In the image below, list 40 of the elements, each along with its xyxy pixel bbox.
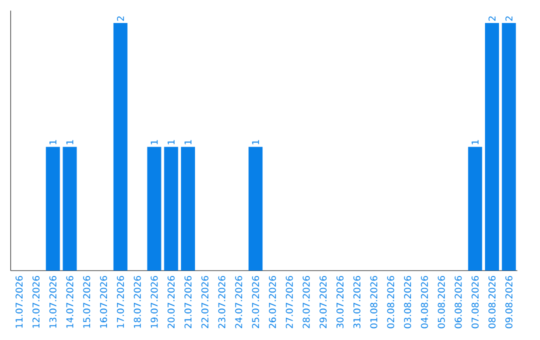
x-tick-label: 07.08.2026: [472, 276, 479, 328]
data-label: 1: [184, 140, 192, 144]
x-tick-label: 22.07.2026: [201, 276, 208, 328]
data-label: 2: [488, 16, 496, 21]
x-tick-label: 21.07.2026: [184, 276, 192, 328]
x-tick-label: 13.07.2026: [49, 276, 56, 328]
data-label: 1: [252, 140, 259, 144]
x-tick-label: 12.07.2026: [32, 276, 40, 328]
data-label: 1: [49, 140, 56, 144]
data-label: 2: [505, 16, 512, 21]
x-tick-label: 24.07.2026: [235, 276, 242, 328]
x-tick-label: 29.07.2026: [320, 276, 327, 328]
x-tick-label: 26.07.2026: [268, 276, 276, 328]
x-tick-label: 14.07.2026: [66, 276, 74, 328]
x-tick-label: 28.07.2026: [302, 276, 310, 328]
data-label: 1: [472, 140, 479, 144]
x-tick-label: 31.07.2026: [353, 276, 360, 328]
x-tick-label: 01.08.2026: [370, 276, 378, 328]
data-label: 2: [116, 16, 124, 21]
x-tick-label: 06.08.2026: [454, 276, 462, 328]
x-tick-label: 18.07.2026: [134, 276, 141, 328]
x-tick-label: 08.08.2026: [488, 276, 496, 328]
data-label: 1: [66, 140, 74, 144]
x-tick-label: 20.07.2026: [168, 276, 175, 328]
x-tick-label: 05.08.2026: [438, 276, 445, 328]
x-tick-label: 23.07.2026: [218, 276, 226, 328]
data-label: 1: [150, 140, 158, 144]
x-tick-label: 25.07.2026: [252, 276, 260, 328]
x-tick-label: 17.07.2026: [116, 276, 124, 328]
x-tick-label: 16.07.2026: [100, 276, 108, 328]
x-tick-label: 03.08.2026: [404, 276, 412, 328]
x-tick-label: 09.08.2026: [505, 276, 512, 328]
x-tick-label: 11.07.2026: [16, 276, 23, 328]
x-tick-label: 04.08.2026: [420, 276, 428, 328]
data-label: 1: [168, 140, 175, 144]
x-tick-label: 27.07.2026: [286, 276, 293, 328]
x-tick-label: 02.08.2026: [387, 276, 394, 328]
x-tick-label: 30.07.2026: [336, 276, 344, 328]
x-tick-label: 19.07.2026: [150, 276, 158, 328]
x-tick-label: 15.07.2026: [83, 276, 90, 328]
